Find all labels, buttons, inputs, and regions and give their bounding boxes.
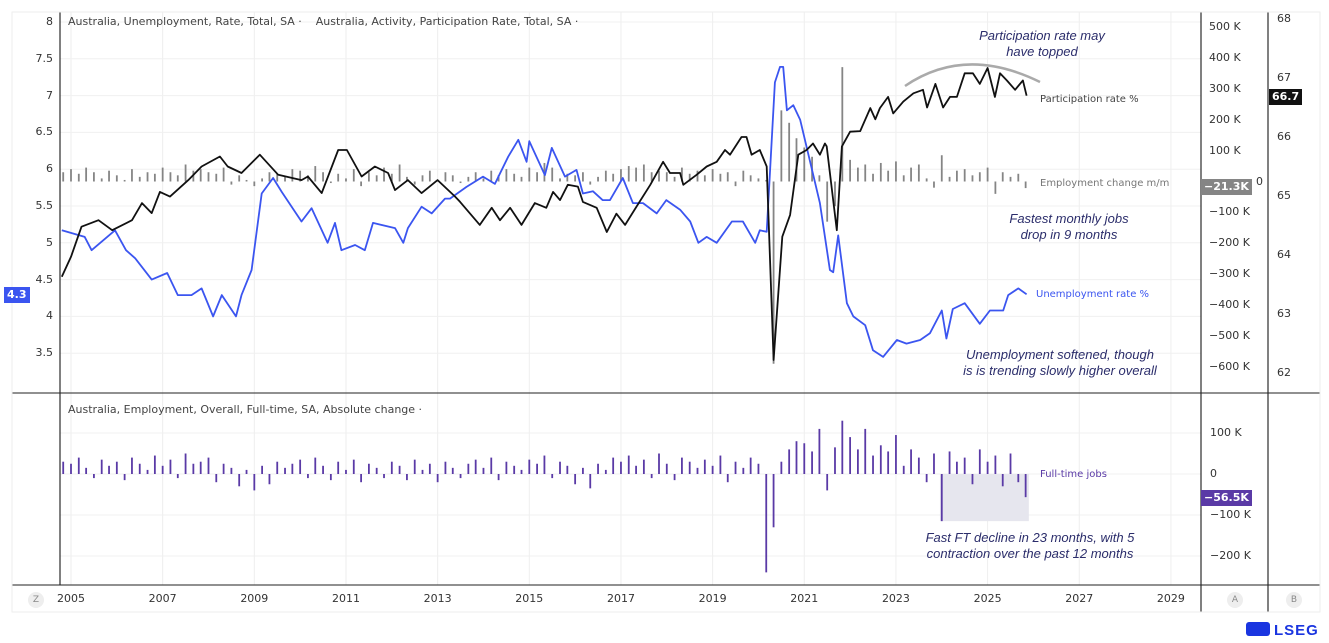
middle-axis-tick-label: 200 K xyxy=(1209,112,1241,126)
logo-text: LSEG xyxy=(1274,622,1319,639)
x-tick-label: 2017 xyxy=(606,592,635,605)
middle-axis-tick-label: −100 K xyxy=(1209,205,1250,219)
right-axis-tick-label: 66 xyxy=(1277,130,1291,143)
annotation-line: Fastest monthly jobs xyxy=(1009,211,1129,226)
right-axis-tick-label: 65 xyxy=(1277,189,1291,202)
bottom-axis-tick-label: −200 K xyxy=(1210,549,1251,562)
middle-axis-tick-label: −300 K xyxy=(1209,267,1250,281)
last-value-unemployment: 4.3 xyxy=(4,287,30,303)
x-tick-label: 2021 xyxy=(790,592,819,605)
middle-axis-tick-label: 400 K xyxy=(1209,50,1241,64)
middle-axis-tick-label: 500 K xyxy=(1209,20,1241,33)
left-axis-tick-label: 7 xyxy=(46,88,53,102)
left-axis-tick-label: 6 xyxy=(46,162,53,176)
middle-axis-tick-label: −600 K xyxy=(1209,359,1250,373)
annotation-line: contraction over the past 12 months xyxy=(926,546,1134,561)
x-tick-label: 2015 xyxy=(515,592,544,605)
x-tick-label: 2029 xyxy=(1156,592,1185,605)
lseg-logo: LSEG xyxy=(1246,622,1319,639)
annotation-line: Unemployment softened, though xyxy=(966,347,1154,362)
right-axis-tick-label: 62 xyxy=(1277,366,1291,379)
annotation-line: is is trending slowly higher overall xyxy=(963,363,1157,378)
annotation-full-time: Fast FT decline in 23 months, with 5 con… xyxy=(900,530,1160,562)
right-axis-tick-label: 67 xyxy=(1277,71,1291,84)
bottom-axis-tick-label: −100 K xyxy=(1210,508,1251,521)
annotation-participation: Participation rate may have topped xyxy=(962,28,1122,60)
chart-frame xyxy=(11,11,1321,613)
left-axis-tick-label: 3.5 xyxy=(35,346,54,360)
left-axis-tick-label: 4 xyxy=(46,309,53,323)
legend-bottom: Australia, Employment, Overall, Full-tim… xyxy=(68,403,423,416)
lion-logo-icon xyxy=(1246,622,1270,636)
last-value-participation: 66.7 xyxy=(1269,89,1303,105)
highlight-box xyxy=(939,474,1029,522)
right-axis-tick-label: 64 xyxy=(1277,248,1291,261)
unemployment-rate-line xyxy=(61,66,1028,358)
middle-axis-tick-label: 0 xyxy=(1256,174,1263,188)
x-tick-label: 2025 xyxy=(973,592,1002,605)
annotation-line: have topped xyxy=(1006,44,1078,59)
scale-button-a[interactable]: A xyxy=(1227,592,1243,608)
bottom-axis-tick-label: 100 K xyxy=(1210,426,1242,439)
annotation-arc xyxy=(904,63,1041,88)
x-tick-label: 2011 xyxy=(331,592,360,605)
x-tick-label: 2007 xyxy=(148,592,177,605)
annotation-jobs-drop: Fastest monthly jobs drop in 9 months xyxy=(984,211,1154,243)
x-tick-label: 2009 xyxy=(240,592,269,605)
right-axis-tick-label: 63 xyxy=(1277,307,1291,320)
series-label-employment-change: Employment change m/m xyxy=(1040,178,1170,189)
scale-button-z[interactable]: Z xyxy=(28,592,44,608)
left-axis-tick-label: 5 xyxy=(46,235,53,249)
left-axis-tick-label: 5.5 xyxy=(35,199,54,212)
middle-axis-tick-label: −400 K xyxy=(1209,298,1250,312)
bottom-axis-tick-label: 0 xyxy=(1210,467,1217,480)
left-axis-tick-label: 8 xyxy=(46,15,53,28)
middle-axis-tick-label: 300 K xyxy=(1209,81,1241,95)
right-axis-tick-label: 68 xyxy=(1277,12,1291,25)
middle-axis-tick-label: 100 K xyxy=(1209,143,1241,157)
annotation-unemployment: Unemployment softened, though is is tren… xyxy=(940,347,1180,379)
participation-rate-line xyxy=(60,67,1028,361)
x-tick-label: 2023 xyxy=(881,592,910,605)
middle-axis-tick-label: −200 K xyxy=(1209,236,1250,250)
left-axis-tick-label: 6.5 xyxy=(35,125,54,139)
middle-axis-tick-label: −500 K xyxy=(1209,329,1250,342)
legend-top: Australia, Unemployment, Rate, Total, SA… xyxy=(68,15,579,28)
x-tick-label: 2019 xyxy=(698,592,727,605)
left-axis-tick-label: 7.5 xyxy=(35,51,54,65)
annotation-line: Participation rate may xyxy=(979,28,1105,43)
last-value-employment-change: −21.3K xyxy=(1201,179,1252,195)
left-axis-tick-label: 4.5 xyxy=(35,272,54,286)
annotation-line: Fast FT decline in 23 months, with 5 xyxy=(925,530,1135,545)
last-value-full-time: −56.5K xyxy=(1201,490,1252,506)
series-label-full-time: Full-time jobs xyxy=(1040,469,1107,480)
scale-button-b[interactable]: B xyxy=(1286,592,1302,608)
series-label-unemployment: Unemployment rate % xyxy=(1036,289,1150,300)
series-label-participation: Participation rate % xyxy=(1040,94,1139,105)
annotation-line: drop in 9 months xyxy=(1020,227,1118,242)
x-tick-label: 2013 xyxy=(423,592,452,605)
x-tick-label: 2005 xyxy=(57,592,85,605)
x-tick-label: 2027 xyxy=(1065,592,1094,605)
